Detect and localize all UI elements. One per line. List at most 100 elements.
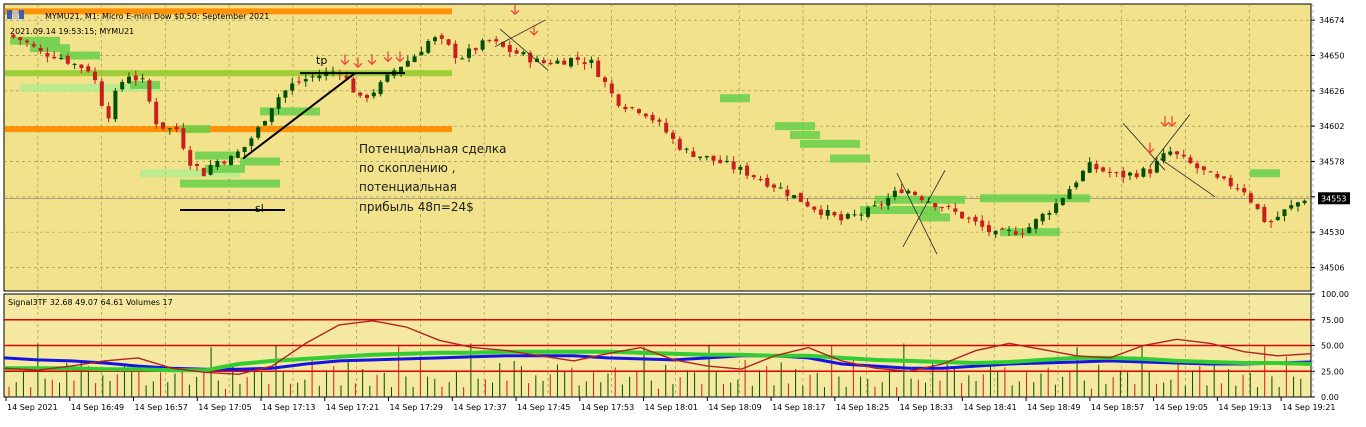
candle-body [283,90,288,98]
price-tick-label: 34602 [1319,122,1344,131]
candle-body [378,82,383,94]
candle-body [1027,227,1032,234]
candle-body [919,196,924,201]
candle-body [86,66,91,72]
candle-body [643,113,648,117]
candle-body [303,79,308,82]
thin-drawing-line [494,19,546,48]
indicator-series-line [3,320,1312,376]
candle-body [487,40,492,42]
candle-body [839,214,844,221]
indicator-tick-label: 75.00 [1321,316,1344,325]
candle-body [412,56,417,63]
candle-body [195,164,199,166]
support-zone [130,80,160,89]
candle-body [1013,231,1018,235]
candle-body [1215,174,1220,178]
candle-body [1054,203,1059,213]
signal-arrow-head [340,59,350,66]
candle-body [825,209,830,216]
candle-body [405,60,410,67]
candle-body [1007,229,1012,231]
signal-arrow-head [1160,121,1170,128]
support-zone [980,194,1090,203]
support-zone [800,139,860,148]
thin-drawing-line [902,170,946,248]
candle-body [650,114,655,121]
note-line-3: потенциальная [359,180,457,194]
indicator-series [3,320,1312,376]
candle-body [778,187,783,189]
candle-body [980,220,985,227]
candle-body [1228,177,1233,187]
candle-body [1067,189,1072,200]
time-tick-label: 14 Sep 18:41 [963,403,1016,412]
candle-body [630,107,635,109]
price-panel[interactable] [3,3,1312,292]
candle-body [256,127,261,138]
candle-body [926,201,931,203]
candle-body [167,128,172,130]
candle-body [439,35,444,39]
candle-body [691,151,696,157]
candle-body [866,207,871,217]
chart-timestamp: 2021.09.14 19:53:15; MYMU21 [10,27,134,36]
candle-body [616,94,621,106]
candle-body [215,160,220,168]
signal-arrow-head [529,30,539,36]
time-tick-label: 14 Sep 17:05 [198,403,251,412]
time-tick-label: 14 Sep 17:13 [262,403,315,412]
time-tick-label: 14 Sep 17:37 [453,403,506,412]
candle-body [263,121,267,126]
candle-body [113,90,118,120]
candle-body [120,82,125,90]
candle-body [946,206,951,208]
candle-body [419,51,424,56]
price-tick-label: 34530 [1319,228,1344,237]
tp-label: tp [316,54,327,67]
candle-body [1040,213,1045,222]
candle-body [745,165,750,176]
candle-body [637,109,641,113]
candle-body [127,76,131,84]
candle-body [1188,157,1193,164]
thin-drawing-line [499,28,549,71]
candle-body [832,212,837,216]
candle-body [161,122,165,129]
candle-body [426,41,431,53]
level-orange-top [5,8,452,15]
window-icon [7,10,24,19]
candle-body [501,41,505,47]
candle-body [290,83,295,91]
candle-body [188,150,193,166]
time-tick-label: 14 Sep 18:09 [708,403,761,412]
candle-body [805,201,810,207]
time-tick-label: 14 Sep 18:17 [772,403,825,412]
support-zone [180,125,210,134]
candle-body [1127,172,1132,176]
candle-body [1235,188,1240,190]
candle-body [31,44,36,47]
support-zone [260,107,320,116]
candle-body [93,71,97,81]
candle-body [467,48,471,58]
candle-body [1107,171,1112,173]
candle-body [365,94,369,99]
time-tick-label: 14 Sep 17:21 [326,403,379,412]
candle-body [555,60,560,64]
candle-body [664,122,669,133]
candle-body [845,213,850,219]
candle-body [792,195,797,198]
support-zone [775,122,815,131]
candle-body [1208,171,1213,173]
time-tick-label: 14 Sep 2021 [7,403,58,412]
candle-body [623,106,628,110]
candle-body [72,63,77,65]
chart-title: MYMU21, M1: Micro E-mini Dow $0.50: Sept… [45,12,269,21]
time-tick-label: 14 Sep 18:01 [645,403,698,412]
candle-body [174,126,179,130]
candle-body [724,160,729,162]
support-zone [10,36,60,45]
current-price-tag: 34553 [1318,192,1350,205]
